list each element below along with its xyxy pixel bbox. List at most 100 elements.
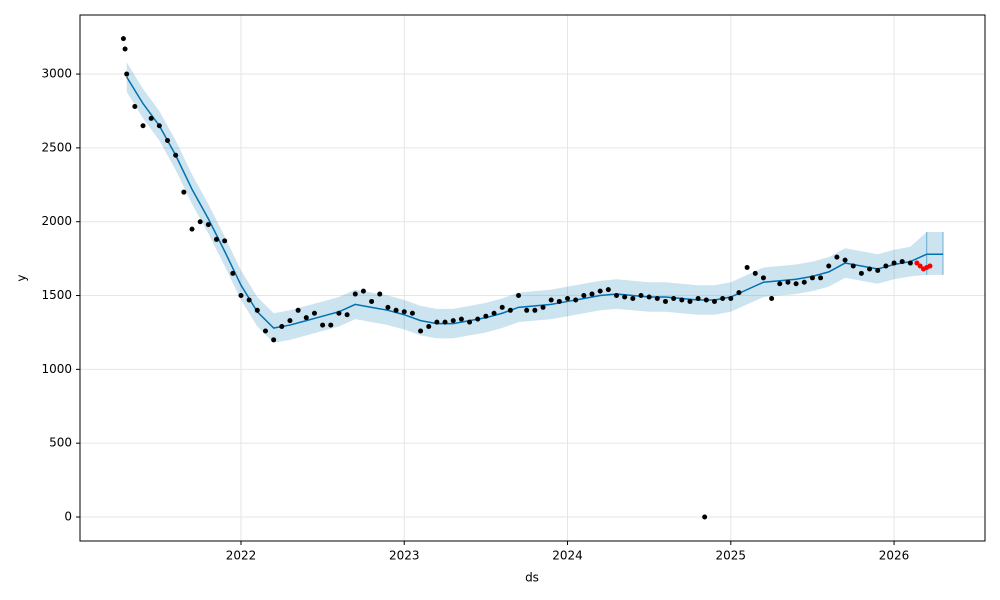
y-tick-label: 2500 bbox=[41, 140, 72, 154]
observed-point bbox=[148, 115, 154, 121]
observed-point bbox=[614, 293, 620, 299]
x-tick-label: 2026 bbox=[879, 549, 910, 563]
observed-point bbox=[744, 264, 750, 270]
observed-point bbox=[818, 275, 824, 281]
x-tick-label: 2024 bbox=[552, 549, 583, 563]
y-tick-label: 500 bbox=[49, 436, 72, 450]
x-axis-label: ds bbox=[525, 571, 539, 585]
observed-point bbox=[605, 287, 611, 293]
forecast-line bbox=[126, 76, 944, 329]
observed-point bbox=[385, 304, 391, 310]
observed-point bbox=[377, 291, 383, 297]
observed-point bbox=[907, 260, 913, 266]
actual-point bbox=[914, 260, 920, 266]
observed-point bbox=[858, 270, 864, 276]
observed-point bbox=[418, 328, 424, 334]
observed-point bbox=[124, 71, 130, 77]
observed-point bbox=[499, 304, 505, 310]
observed-point bbox=[883, 263, 889, 269]
y-tick-label: 2000 bbox=[41, 214, 72, 228]
observed-point bbox=[630, 295, 636, 301]
observed-point bbox=[156, 123, 162, 129]
y-tick-label: 1500 bbox=[41, 288, 72, 302]
y-tick-label: 3000 bbox=[41, 67, 72, 81]
observed-point bbox=[295, 307, 301, 313]
observed-point bbox=[140, 123, 146, 129]
y-axis-label: y bbox=[15, 274, 29, 281]
observed-point bbox=[181, 189, 187, 195]
observed-point bbox=[809, 275, 815, 281]
observed-point bbox=[687, 298, 693, 304]
observed-point bbox=[703, 297, 709, 303]
observed-point bbox=[654, 295, 660, 301]
observed-point bbox=[638, 293, 644, 299]
plot-frame bbox=[79, 14, 986, 542]
observed-point bbox=[122, 46, 128, 52]
observed-point bbox=[565, 295, 571, 301]
observed-point bbox=[891, 260, 897, 266]
observed-point bbox=[189, 226, 195, 232]
x-tick-label: 2025 bbox=[716, 549, 747, 563]
observed-point bbox=[393, 307, 399, 313]
y-tick-label: 0 bbox=[64, 510, 72, 524]
observed-point bbox=[491, 310, 497, 316]
observed-point bbox=[230, 270, 236, 276]
actual-point bbox=[927, 263, 933, 269]
observed-point bbox=[254, 307, 260, 313]
x-tick-label: 2023 bbox=[389, 549, 420, 563]
observed-point bbox=[205, 222, 211, 228]
observed-point bbox=[581, 293, 587, 299]
observed-point bbox=[450, 318, 456, 324]
observed-point bbox=[769, 295, 775, 301]
observed-point bbox=[120, 36, 126, 42]
observed-point bbox=[426, 324, 432, 330]
actual-point bbox=[917, 263, 923, 269]
observed-point bbox=[401, 309, 407, 315]
observed-point bbox=[475, 316, 481, 322]
observed-point bbox=[899, 259, 905, 265]
observed-point bbox=[532, 307, 538, 313]
observed-point bbox=[213, 236, 219, 242]
observed-point bbox=[597, 288, 603, 294]
observed-point bbox=[728, 295, 734, 301]
observed-point bbox=[360, 288, 366, 294]
observed-point bbox=[785, 279, 791, 285]
observed-point bbox=[752, 270, 758, 276]
observed-point bbox=[165, 138, 171, 144]
observed-point bbox=[238, 293, 244, 299]
observed-point bbox=[271, 337, 277, 343]
observed-point bbox=[516, 293, 522, 299]
observed-point bbox=[352, 291, 358, 297]
observed-point bbox=[801, 279, 807, 285]
observed-point bbox=[875, 267, 881, 273]
observed-point bbox=[311, 310, 317, 316]
observed-point bbox=[442, 319, 448, 325]
observed-point bbox=[695, 295, 701, 301]
observed-point bbox=[622, 294, 628, 300]
observed-point bbox=[222, 238, 228, 244]
x-tick-label: 2022 bbox=[226, 549, 257, 563]
observed-point bbox=[287, 318, 293, 324]
observed-point bbox=[777, 281, 783, 287]
observed-point bbox=[736, 290, 742, 296]
observed-point bbox=[409, 310, 415, 316]
observed-point bbox=[173, 152, 179, 158]
observed-point bbox=[320, 322, 326, 328]
observed-point bbox=[662, 298, 668, 304]
observed-point bbox=[328, 322, 334, 328]
observed-point bbox=[826, 263, 832, 269]
observed-point bbox=[760, 275, 766, 281]
observed-point bbox=[336, 310, 342, 316]
observed-point bbox=[573, 297, 579, 303]
observed-point bbox=[197, 219, 203, 225]
y-tick-label: 1000 bbox=[41, 362, 72, 376]
observed-point bbox=[834, 254, 840, 260]
observed-point bbox=[671, 295, 677, 301]
observed-point bbox=[344, 312, 350, 318]
observed-point bbox=[850, 263, 856, 269]
observed-point bbox=[589, 291, 595, 297]
observed-point bbox=[793, 281, 799, 287]
observed-point bbox=[842, 257, 848, 263]
